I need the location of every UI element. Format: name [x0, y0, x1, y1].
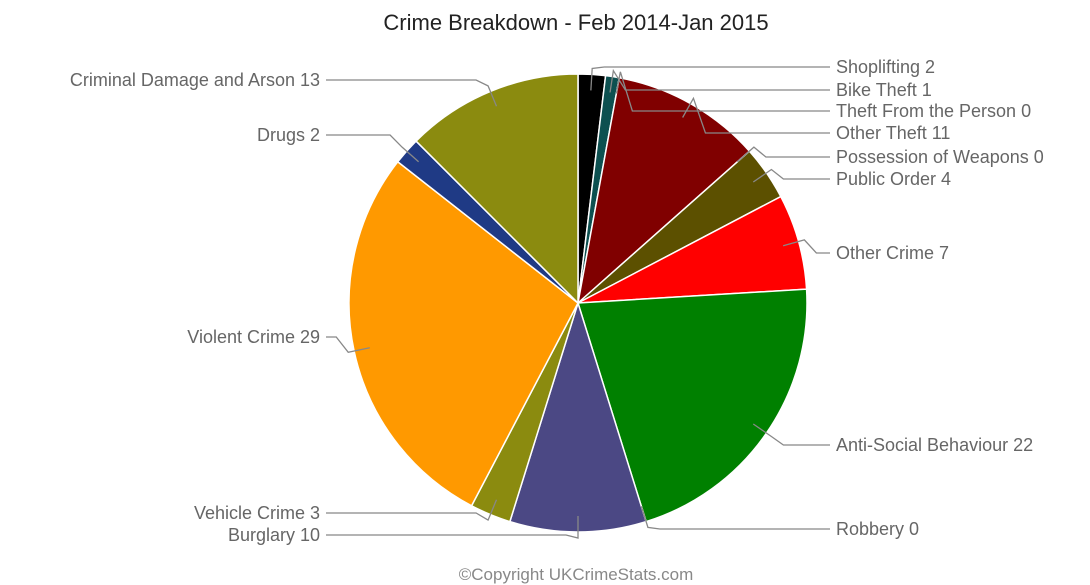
- leader-public-order: [752, 168, 830, 183]
- label-criminal-damage-and-arson: Criminal Damage and Arson 13: [70, 70, 320, 90]
- leader-vehicle-crime: [326, 499, 498, 522]
- leader-other-theft: [682, 96, 830, 134]
- leader-other-crime: [782, 239, 830, 254]
- label-burglary: Burglary 10: [228, 525, 320, 545]
- leader-violent-crime: [326, 336, 370, 354]
- copyright-text: ©Copyright UKCrimeStats.com: [459, 565, 694, 584]
- label-violent-crime: Violent Crime 29: [187, 327, 320, 347]
- label-shoplifting: Shoplifting 2: [836, 57, 935, 77]
- label-vehicle-crime: Vehicle Crime 3: [194, 503, 320, 523]
- leader-burglary: [326, 515, 579, 539]
- chart-title: Crime Breakdown - Feb 2014-Jan 2015: [383, 10, 768, 35]
- leader-drugs: [326, 134, 420, 163]
- leader-possession-of-weapons: [736, 146, 830, 163]
- label-anti-social-behaviour: Anti-Social Behaviour 22: [836, 435, 1033, 455]
- leader-criminal-damage-and-arson: [326, 79, 498, 107]
- label-other-crime: Other Crime 7: [836, 243, 949, 263]
- label-bike-theft: Bike Theft 1: [836, 80, 932, 100]
- label-possession-of-weapons: Possession of Weapons 0: [836, 147, 1044, 167]
- label-drugs: Drugs 2: [257, 125, 320, 145]
- label-robbery: Robbery 0: [836, 519, 919, 539]
- pie-slices: [348, 73, 808, 533]
- leader-shoplifting: [590, 66, 830, 91]
- leader-theft-from-the-person: [615, 71, 830, 112]
- leader-robbery: [640, 506, 830, 530]
- label-theft-from-the-person: Theft From the Person 0: [836, 101, 1031, 121]
- label-public-order: Public Order 4: [836, 169, 951, 189]
- leader-anti-social-behaviour: [752, 423, 830, 446]
- label-other-theft: Other Theft 11: [836, 123, 950, 143]
- leader-lines: [326, 66, 830, 539]
